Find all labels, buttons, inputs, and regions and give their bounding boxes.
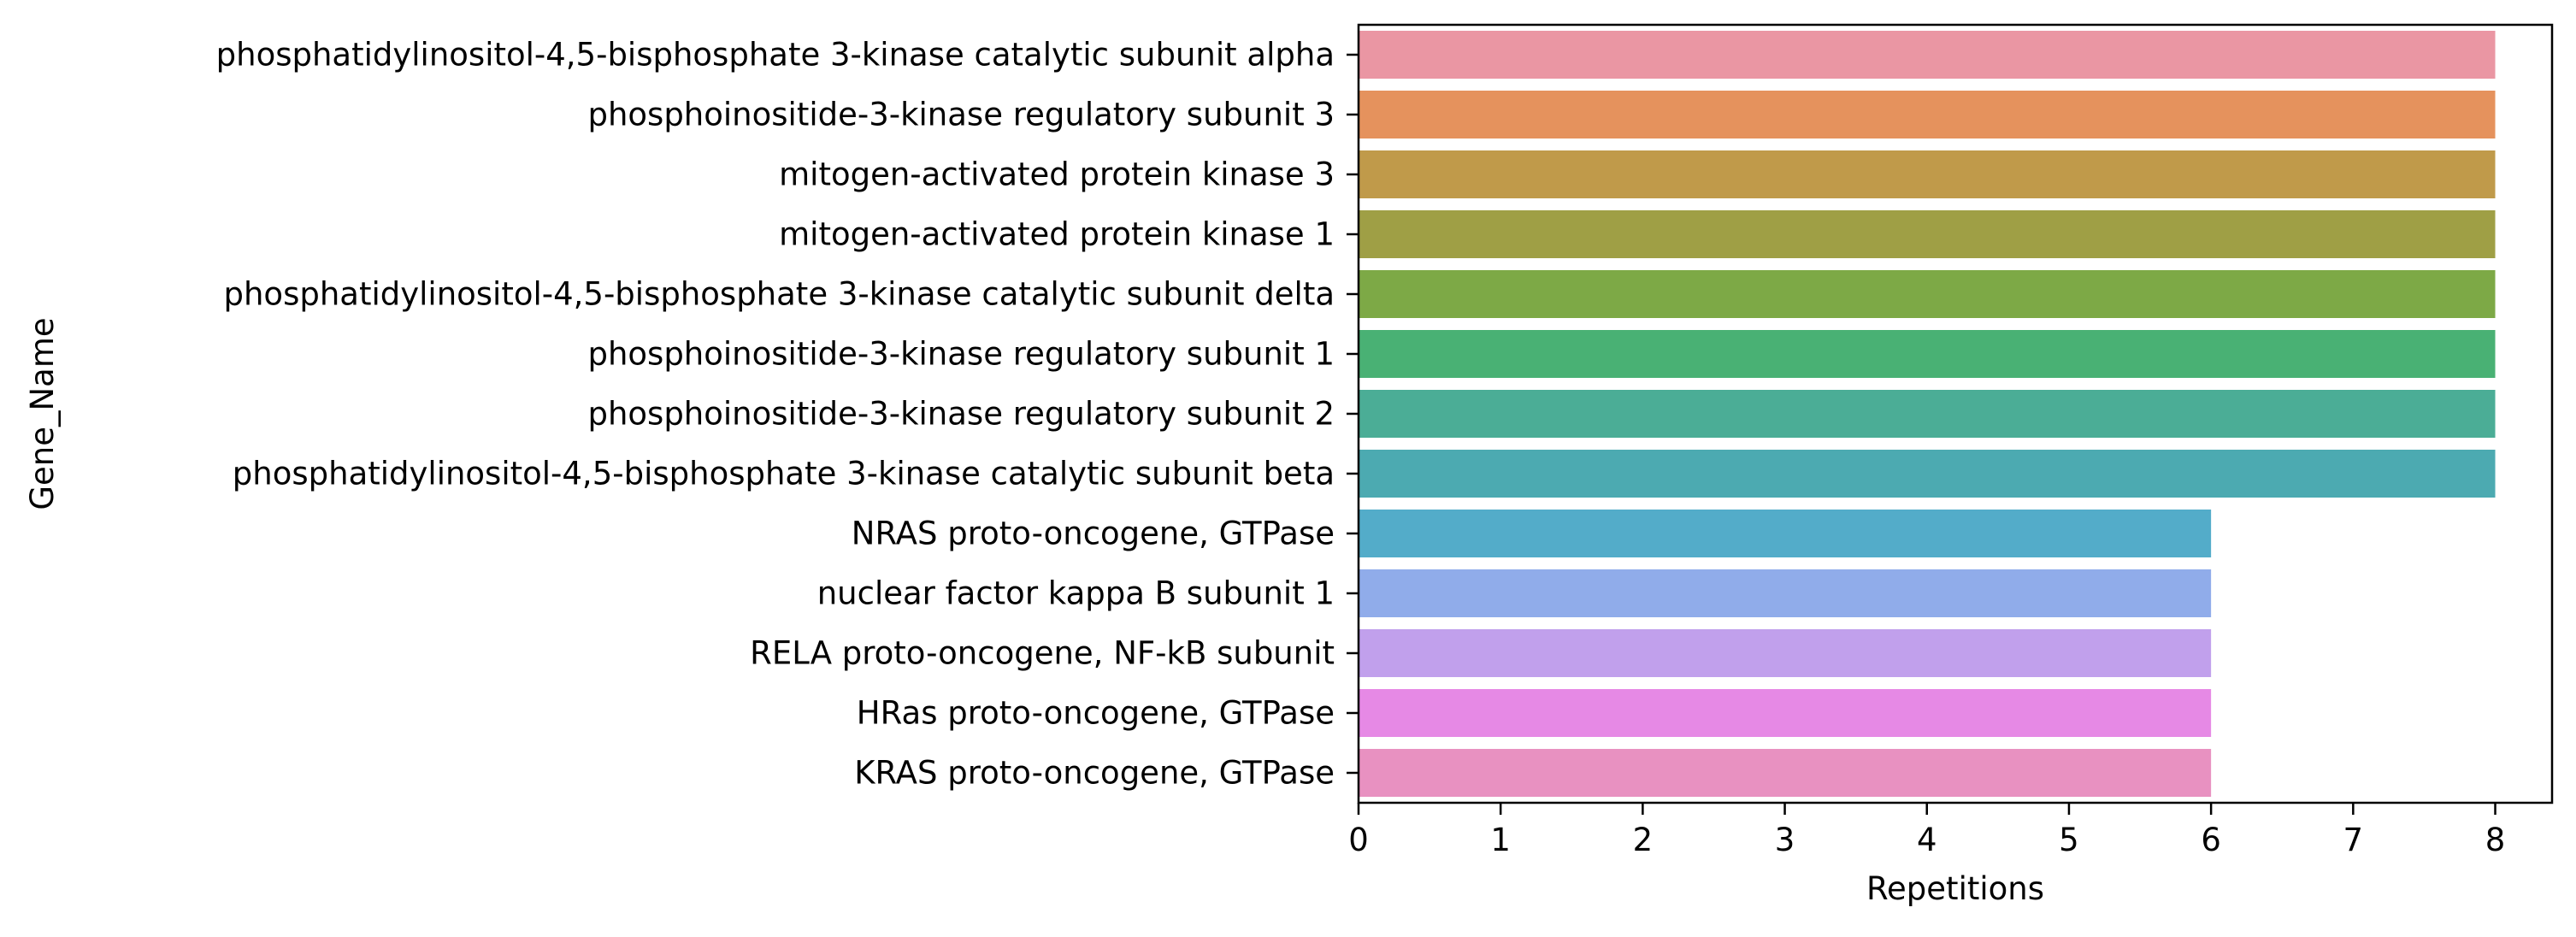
bar (1359, 749, 2212, 797)
y-tick-label: mitogen-activated protein kinase 1 (779, 216, 1335, 253)
y-tick-label: phosphoinositide-3-kinase regulatory sub… (587, 396, 1335, 433)
x-tick-label: 6 (2201, 822, 2221, 858)
bar (1359, 629, 2212, 677)
x-tick-label: 2 (1633, 822, 1653, 858)
x-tick-label: 1 (1490, 822, 1511, 858)
y-tick-label: phosphatidylinositol-4,5-bisphosphate 3-… (233, 456, 1335, 492)
y-tick-label: mitogen-activated protein kinase 3 (779, 156, 1335, 193)
y-tick-label: phosphoinositide-3-kinase regulatory sub… (587, 336, 1335, 373)
bar (1359, 689, 2212, 737)
x-tick-labels: 0 1 2 3 4 5 6 7 8 (1348, 803, 2505, 858)
y-tick-label: nuclear factor kappa B subunit 1 (817, 575, 1335, 612)
x-tick-label: 5 (2059, 822, 2079, 858)
y-tick-label: NRAS proto-oncogene, GTPase (852, 516, 1335, 552)
x-axis-label: Repetitions (1866, 870, 2044, 907)
x-tick-label: 7 (2343, 822, 2364, 858)
x-tick-label: 3 (1775, 822, 1795, 858)
bar (1359, 150, 2496, 198)
bar (1359, 270, 2496, 318)
y-tick-labels: phosphatidylinositol-4,5-bisphosphate 3-… (216, 37, 1359, 792)
y-tick-label: phosphoinositide-3-kinase regulatory sub… (587, 97, 1335, 133)
bar (1359, 450, 2496, 498)
y-tick-label: RELA proto-oncogene, NF-kB subunit (750, 635, 1335, 672)
y-tick-label: phosphatidylinositol-4,5-bisphosphate 3-… (224, 276, 1335, 313)
plot-frame (1357, 23, 2554, 804)
bar (1359, 31, 2496, 79)
x-tick-label: 0 (1348, 822, 1369, 858)
x-tick-label: 4 (1917, 822, 1937, 858)
x-tick-label: 8 (2485, 822, 2506, 858)
bar (1359, 210, 2496, 258)
y-tick-label: HRas proto-oncogene, GTPase (857, 695, 1335, 732)
bar (1359, 510, 2212, 557)
bar (1359, 330, 2496, 378)
bar (1359, 390, 2496, 438)
bar (1359, 91, 2496, 138)
y-axis-label: Gene_Name (24, 317, 61, 510)
bars-layer (1359, 31, 2496, 797)
bar (1359, 569, 2212, 617)
y-tick-label: KRAS proto-oncogene, GTPase (854, 755, 1335, 792)
y-tick-label: phosphatidylinositol-4,5-bisphosphate 3-… (216, 37, 1335, 74)
